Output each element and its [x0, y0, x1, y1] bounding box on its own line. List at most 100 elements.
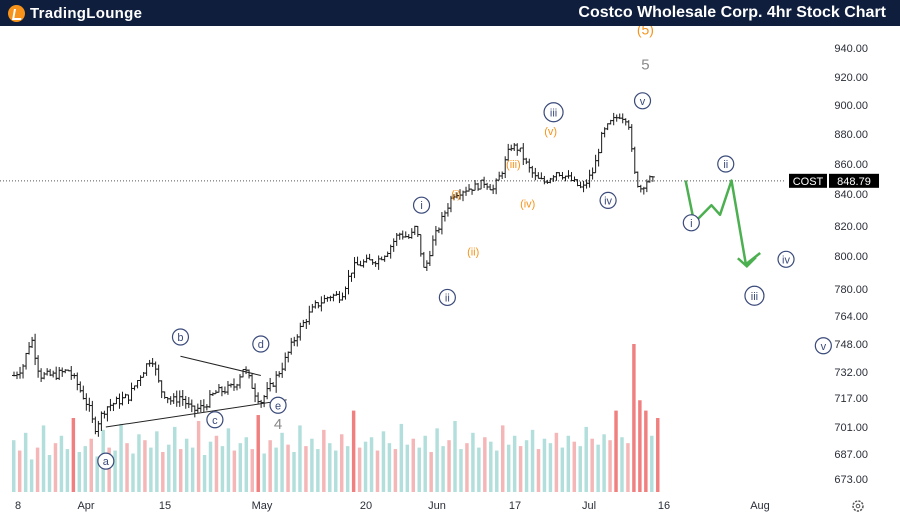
svg-text:(5): (5): [637, 26, 654, 38]
volume-bar: [190, 447, 195, 492]
ohlc-bar: [228, 383, 233, 388]
volume-bar: [316, 449, 320, 492]
ohlc-bar: [51, 370, 56, 378]
volume-bar: [244, 437, 249, 492]
volume-bar: [560, 447, 565, 492]
svg-text:e: e: [275, 400, 281, 412]
ohlc-bar: [129, 382, 134, 402]
ohlc-bar: [611, 112, 616, 126]
ohlc-bar: [596, 148, 601, 167]
price-tag: COST 848.79: [789, 173, 879, 188]
stock-chart[interactable]: abcde4iiiiiiivv5(5)(i)(ii)(iii)(iv)(v)ii…: [0, 26, 900, 522]
ohlc-bar: [391, 238, 396, 252]
volume-bar: [453, 420, 457, 492]
ohlc-bar: [60, 367, 65, 377]
ohlc-bar: [635, 171, 640, 188]
volume-bar: [381, 431, 386, 492]
ohlc-bar: [545, 179, 550, 184]
projection-arrowhead: [737, 256, 757, 268]
svg-text:4: 4: [274, 416, 282, 433]
volume-bar: [178, 449, 183, 492]
volume-bar: [29, 459, 34, 492]
svg-text:(iv): (iv): [520, 199, 535, 211]
ohlc-bar: [177, 390, 182, 407]
ohlc-bar: [527, 158, 532, 173]
ohlc-bar: [328, 295, 333, 302]
volume-bar: [214, 435, 219, 492]
ohlc-bar: [346, 269, 351, 295]
ohlc-bar: [265, 382, 270, 400]
svg-text:COST: COST: [793, 176, 824, 188]
ohlc-bar: [286, 351, 291, 363]
ohlc-bar: [216, 384, 221, 393]
ohlc-bar: [150, 357, 155, 368]
ohlc-bar: [409, 228, 414, 239]
volume-bar: [280, 432, 284, 492]
volume-bar: [131, 453, 135, 492]
volume-bar: [274, 447, 278, 492]
volume-bar: [345, 446, 350, 492]
volume-bar: [202, 455, 207, 492]
ohlc-bar: [376, 255, 381, 270]
ohlc-bar: [174, 390, 179, 407]
volume-bar: [167, 444, 171, 492]
svg-text:848.79: 848.79: [837, 176, 871, 188]
volume-bar: [650, 435, 654, 492]
ohlc-bar: [186, 397, 191, 409]
volume-bar: [375, 450, 380, 492]
wave-label: 4: [274, 416, 282, 433]
ohlc-bar: [620, 113, 625, 124]
ohlc-bar: [24, 352, 29, 370]
logo-text: TradingLounge: [30, 5, 142, 22]
ohlc-bar: [467, 184, 472, 192]
volume-bar: [149, 447, 153, 492]
volume-bar: [500, 425, 505, 492]
wave-label: (ii): [467, 247, 479, 259]
ohlc-bar: [587, 169, 592, 188]
ohlc-bar: [650, 176, 655, 182]
wave-label: i: [412, 196, 431, 214]
ohlc-bar: [57, 367, 62, 381]
x-tick-label: 16: [658, 500, 670, 512]
ohlc-bar: [485, 182, 490, 190]
ohlc-bar: [322, 294, 327, 304]
wave-label: ii: [438, 288, 456, 307]
ohlc-bar: [250, 372, 255, 389]
volume-bar: [107, 447, 111, 492]
volume-bar: [12, 440, 16, 492]
ohlc-bar: [283, 352, 288, 372]
volume-bar: [328, 443, 332, 492]
volume-bar: [435, 428, 439, 492]
volume-bar: [483, 437, 487, 492]
volume-bar: [137, 434, 141, 492]
settings-gear-icon[interactable]: [852, 500, 864, 512]
wave-label: (v): [544, 126, 557, 138]
volume-bar: [65, 449, 70, 492]
ohlc-bar: [542, 175, 547, 185]
ohlc-bar: [581, 180, 586, 193]
ohlc-bar: [153, 361, 158, 376]
ohlc-bar: [253, 383, 258, 403]
volume-bar: [161, 452, 165, 492]
volume-bar: [548, 443, 553, 492]
volume-bar: [184, 438, 189, 492]
ohlc-bar: [180, 390, 185, 406]
ohlc-bar: [530, 165, 535, 178]
ohlc-bar: [123, 393, 128, 399]
ohlc-bar: [268, 377, 273, 392]
logo: TradingLounge: [8, 3, 142, 23]
svg-text:c: c: [212, 415, 218, 427]
volume-bar: [173, 426, 177, 492]
ohlc-bar: [27, 342, 32, 355]
ohlc-bar: [165, 396, 170, 404]
ohlc-bar: [201, 399, 206, 413]
ohlc-bar: [524, 157, 529, 165]
volume-bar: [59, 435, 64, 492]
svg-text:iii: iii: [751, 291, 758, 303]
wave-label: (iv): [520, 199, 535, 211]
volume-bar: [417, 447, 421, 492]
svg-text:i: i: [690, 218, 692, 230]
ohlc-bar: [295, 334, 300, 347]
x-tick-label: 8: [15, 500, 21, 512]
wave-label: iii: [744, 285, 765, 306]
